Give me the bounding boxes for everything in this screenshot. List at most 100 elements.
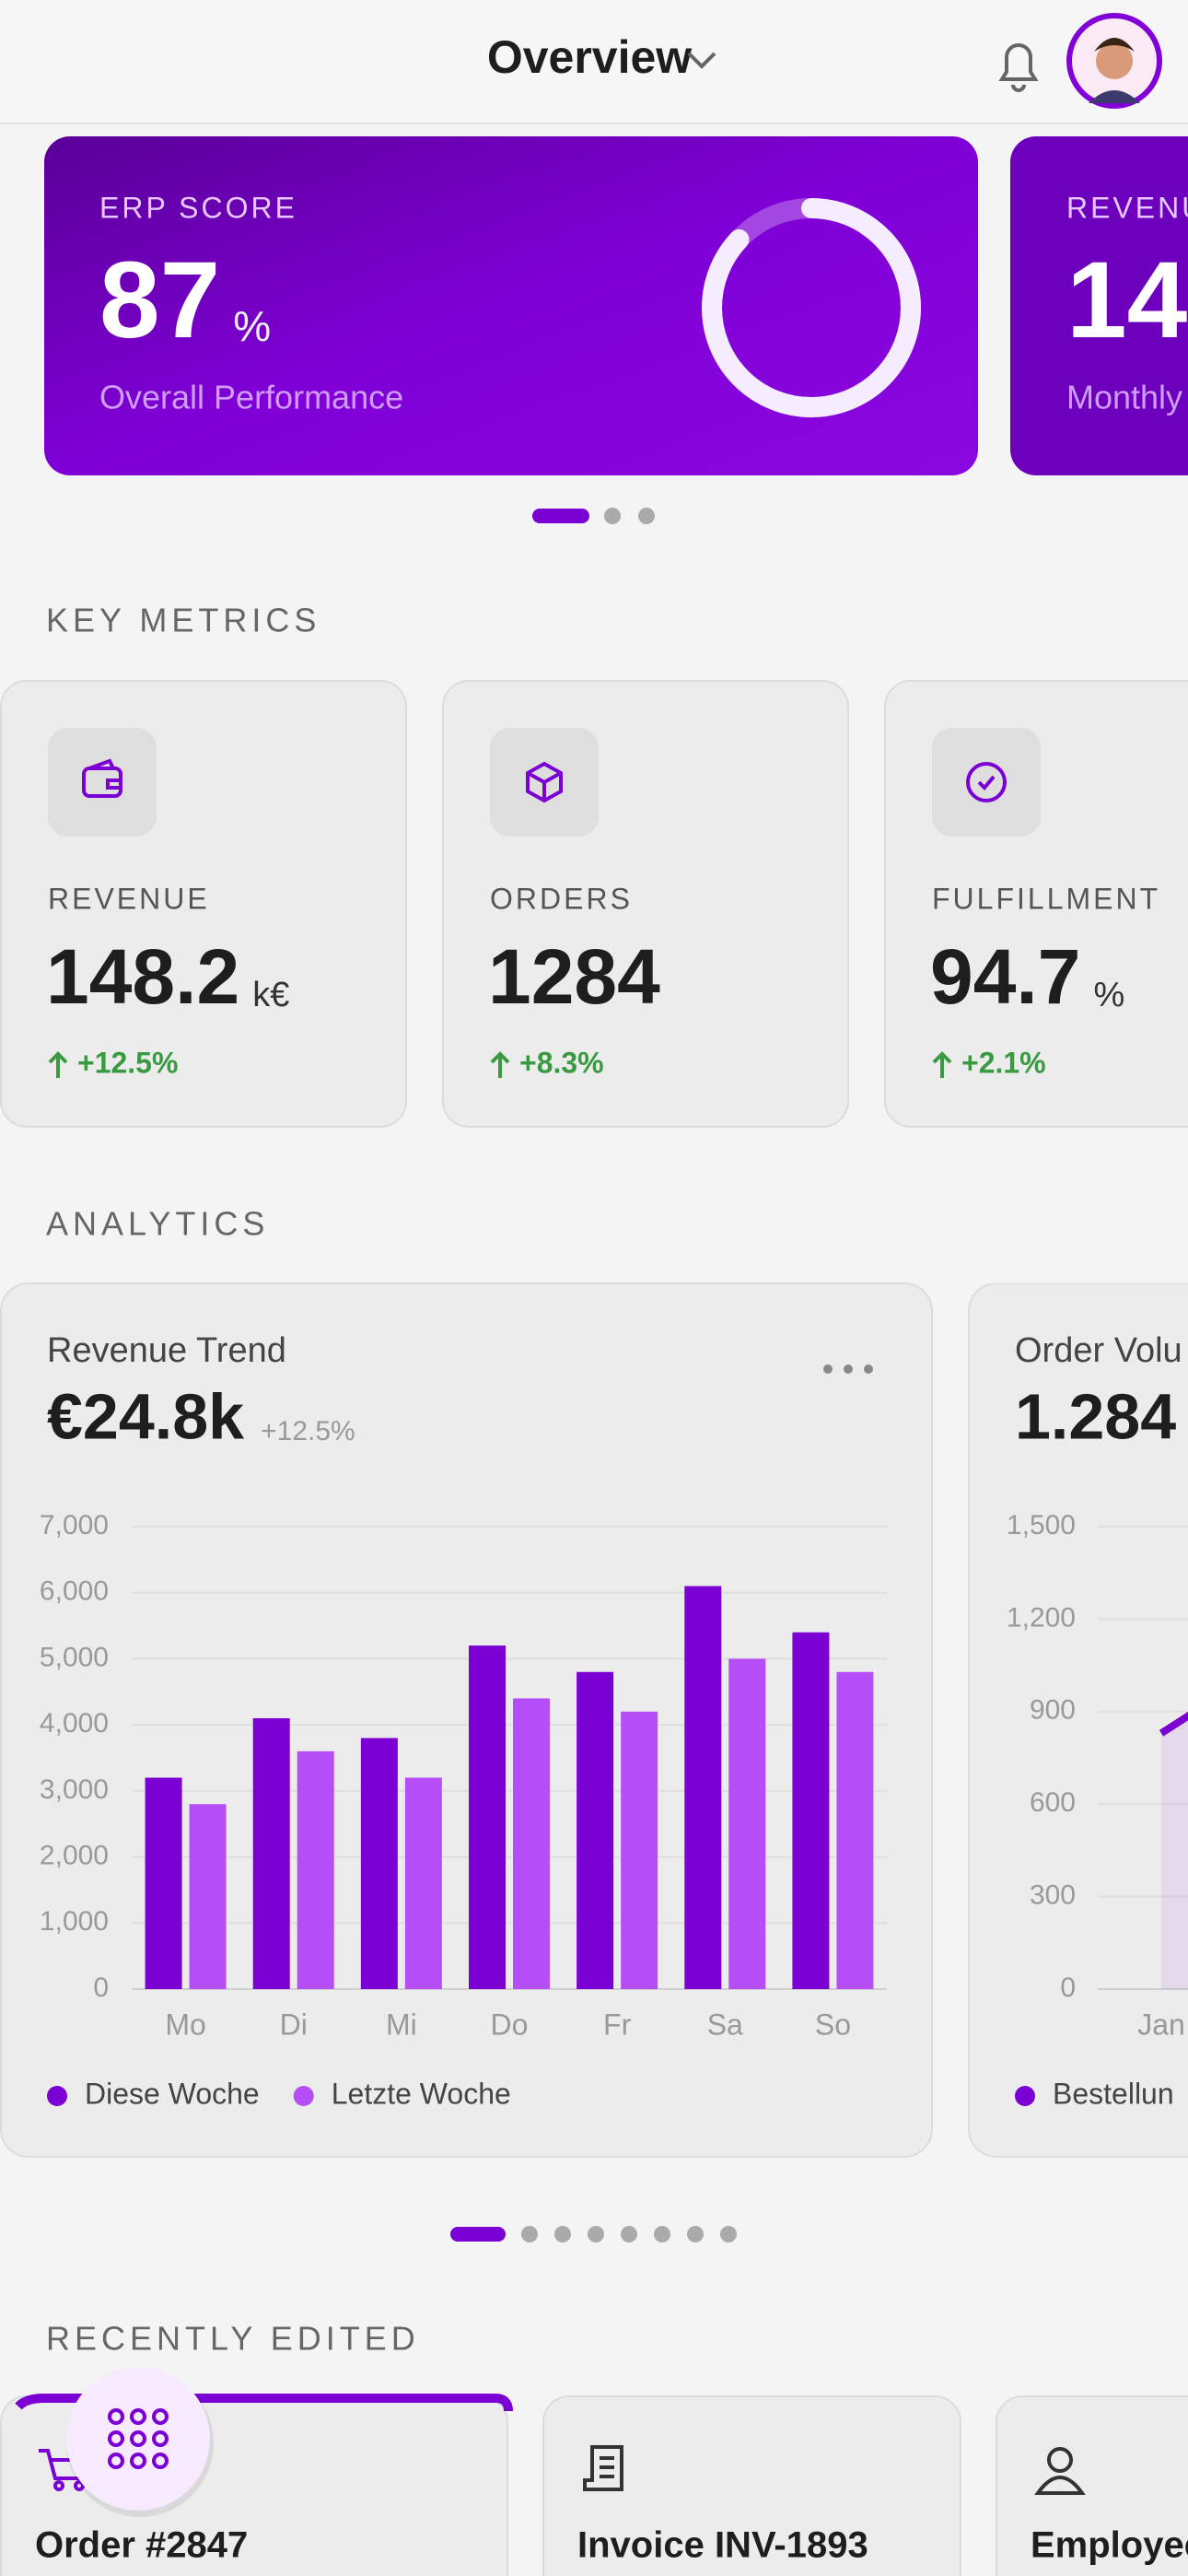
fab-icon-dot — [108, 2430, 124, 2447]
metric-value: 1284 — [488, 933, 660, 1020]
more-dot[interactable] — [823, 1364, 833, 1374]
hero-unit: % — [233, 302, 271, 350]
up-arrow — [48, 1051, 68, 1078]
legend-label: Diese Woche — [85, 2077, 260, 2110]
metric-label: FULFILLMENT — [932, 882, 1160, 915]
bar — [513, 1698, 550, 1989]
metric-unit: % — [1094, 976, 1125, 1014]
chart-card-bg[interactable] — [968, 1283, 1188, 2158]
pager-dot[interactable] — [621, 2226, 637, 2242]
fab-icon-dot — [152, 2408, 169, 2425]
x-tick-label: Mi — [386, 2008, 417, 2041]
y-tick-label: 5,000 — [40, 1642, 109, 1672]
header-title[interactable]: Overview — [487, 31, 692, 83]
fab[interactable] — [66, 2367, 210, 2511]
avatar[interactable] — [1066, 13, 1162, 109]
section-title: KEY METRICS — [46, 602, 320, 639]
chart-title: Order Volu — [1015, 1331, 1182, 1370]
metric-icon — [526, 761, 563, 803]
more-dot[interactable] — [864, 1364, 873, 1374]
x-tick-label: Do — [491, 2008, 529, 2041]
fab-icon-dot — [130, 2408, 146, 2425]
pager-dot[interactable] — [638, 508, 655, 524]
icon-box — [932, 728, 1041, 837]
bar — [469, 1645, 506, 1989]
chart-headline: 1.284 — [1015, 1380, 1176, 1452]
metric-unit: k€ — [252, 976, 289, 1014]
metric-value: 94.7 — [930, 933, 1081, 1020]
bar — [360, 1738, 398, 1989]
pager-dot[interactable] — [554, 2226, 571, 2242]
x-tick-label: Sa — [707, 2008, 743, 2041]
more-dot[interactable] — [844, 1364, 853, 1374]
bar — [577, 1671, 614, 1989]
up-arrow — [490, 1051, 510, 1078]
bell-icon[interactable] — [998, 43, 1039, 92]
metric-label: REVENUE — [48, 882, 210, 915]
y-tick-label: 3,000 — [40, 1774, 109, 1805]
bar — [145, 1777, 182, 1989]
x-tick-label: Jan — [1137, 2008, 1185, 2041]
pager-dot[interactable] — [720, 2226, 737, 2242]
metric-change: +2.1% — [961, 1046, 1046, 1079]
pager-dot[interactable] — [450, 2227, 506, 2242]
y-tick-label: 0 — [1060, 1973, 1076, 2003]
recent-card[interactable] — [996, 2395, 1188, 2576]
pager-dot[interactable] — [532, 509, 589, 523]
x-tick-label: Fr — [603, 2008, 632, 2041]
hero-label: REVENU — [1066, 191, 1188, 224]
fab-icon-dot — [152, 2430, 169, 2447]
chart-card: Order Volu 1.284 0 300 600 900 1,200 1,500 Jan Be… — [968, 1283, 1188, 2158]
y-tick-label: 2,000 — [40, 1840, 109, 1870]
hero-card[interactable] — [1010, 136, 1188, 475]
fab-icon-dot — [130, 2430, 146, 2447]
bar — [404, 1777, 442, 1989]
fab-icon-dot — [152, 2453, 169, 2469]
recent-icon — [583, 2445, 623, 2491]
dropdown-icon[interactable] — [687, 52, 716, 69]
bar — [728, 1658, 766, 1989]
pager-dot[interactable] — [604, 508, 621, 524]
pager-dot[interactable] — [521, 2226, 538, 2242]
y-tick-label: 1,000 — [40, 1906, 109, 1937]
y-tick-label: 6,000 — [40, 1576, 109, 1607]
chart-headline: €24.8k — [47, 1380, 244, 1452]
bar — [621, 1711, 658, 1989]
recent-title: Order #2847 — [35, 2525, 248, 2566]
recent-accent — [15, 2394, 513, 2412]
chart-change: +12.5% — [261, 1416, 355, 1446]
fab-icon-dot — [130, 2453, 146, 2469]
bar — [252, 1717, 290, 1989]
legend-swatch — [293, 2086, 314, 2106]
bar — [297, 1751, 334, 1989]
section-title: ANALYTICS — [46, 1205, 269, 1243]
section-title: RECENTLY EDITED — [46, 2320, 420, 2358]
pager-dot[interactable] — [588, 2226, 604, 2242]
recent-title: Invoice INV-1893 — [577, 2525, 868, 2566]
y-tick-label: 1,500 — [1007, 1510, 1076, 1540]
up-arrow — [932, 1051, 952, 1078]
pager-dot[interactable] — [687, 2226, 704, 2242]
bar — [836, 1671, 874, 1989]
recent-title: Employee — [1031, 2525, 1188, 2566]
recent-card[interactable] — [542, 2395, 961, 2576]
y-tick-label: 600 — [1030, 1787, 1076, 1818]
y-tick-label: 900 — [1030, 1695, 1076, 1726]
hero-subtitle: Monthly — [1066, 379, 1182, 416]
bar — [792, 1632, 830, 1989]
y-tick-label: 7,000 — [40, 1510, 109, 1540]
header — [0, 0, 1188, 123]
legend-label: Letzte Woche — [332, 2077, 511, 2110]
x-tick-label: So — [815, 2008, 851, 2041]
y-tick-label: 300 — [1030, 1880, 1076, 1911]
icon-box — [48, 728, 157, 837]
legend-label: Bestellun — [1053, 2077, 1174, 2110]
pager-dot[interactable] — [654, 2226, 670, 2242]
bar — [189, 1804, 227, 1989]
recent-icon — [1034, 2447, 1086, 2495]
chart-card: Revenue Trend €24.8k +12.5% 0 1,000 2,000 3,00… — [0, 1282, 933, 2158]
metric-icon — [966, 762, 1007, 802]
x-tick-label: Di — [280, 2008, 308, 2041]
